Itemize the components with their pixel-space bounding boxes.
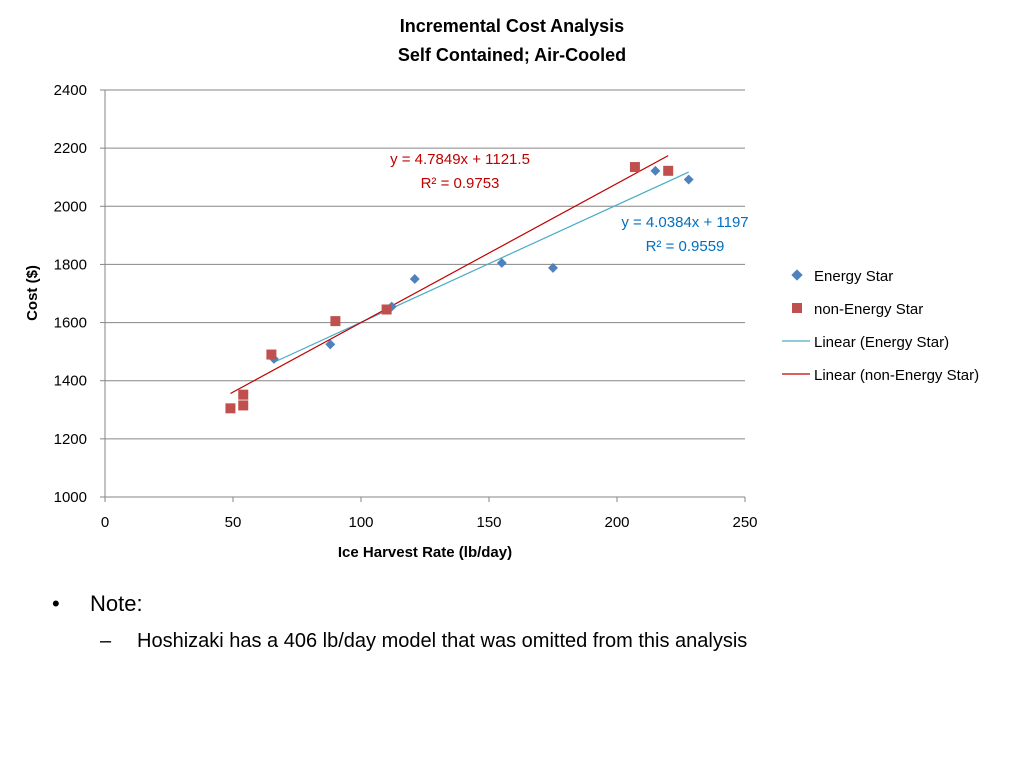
y-tick-label: 2000 [54, 198, 87, 215]
trendlines [230, 155, 689, 395]
y-tick-label: 1200 [54, 431, 87, 448]
chart-title-line-2: Self Contained; Air-Cooled [398, 45, 626, 65]
non-energy-star-point [238, 389, 249, 400]
bullet-icon: • [52, 591, 60, 616]
chart-title-line-1: Incremental Cost Analysis [400, 16, 624, 36]
non-energy-star-point [266, 349, 277, 360]
energy-star-point [650, 165, 661, 176]
energy-star-point [325, 339, 336, 350]
note-bullet: • Note: [52, 591, 143, 617]
legend: Energy Star non-Energy Star Linear (Ener… [782, 268, 979, 384]
trendline [273, 171, 689, 363]
note-sub-bullet: – Hoshizaki has a 406 lb/day model that w… [100, 630, 747, 653]
x-axis-label: Ice Harvest Rate (lb/day) [338, 544, 512, 561]
y-axis-label: Cost ($) [24, 265, 41, 321]
y-tick-label: 1400 [54, 373, 87, 390]
legend-label-linear-energy-star: Linear (Energy Star) [814, 334, 949, 351]
legend-item-linear-non-energy-star: Linear (non-Energy Star) [782, 367, 979, 384]
note-text: Hoshizaki has a 406 lb/day model that wa… [137, 630, 748, 652]
data-points [225, 162, 694, 414]
y-tick-label: 1800 [54, 256, 87, 273]
y-tick-label: 2200 [54, 140, 87, 157]
legend-item-linear-energy-star: Linear (Energy Star) [782, 334, 949, 351]
gridlines [105, 89, 745, 440]
x-tick-label: 200 [604, 514, 629, 531]
trend-equation-energy-star: y = 4.0384x + 1197 [621, 214, 748, 231]
trend-r2-non-energy-star: R² = 0.9753 [421, 175, 500, 192]
non-energy-star-point [238, 400, 249, 411]
non-energy-star-point [629, 162, 640, 173]
non-energy-star-point [225, 403, 236, 414]
x-tick-label: 250 [732, 514, 757, 531]
legend-square-icon [792, 303, 802, 313]
note-heading: Note: [90, 591, 143, 616]
non-energy-star-point [663, 165, 674, 176]
non-energy-star-point [381, 304, 392, 315]
energy-star-point [683, 174, 694, 185]
chart: Incremental Cost Analysis Self Contained… [24, 16, 979, 561]
legend-diamond-icon [791, 269, 803, 281]
x-tick-label: 50 [225, 514, 242, 531]
energy-star-point [548, 262, 558, 273]
y-tick-label: 1600 [54, 315, 87, 332]
x-tick-label: 0 [101, 514, 109, 531]
energy-star-point [409, 274, 420, 284]
trend-r2-energy-star: R² = 0.9559 [646, 238, 725, 255]
legend-label-non-energy-star: non-Energy Star [814, 301, 923, 318]
y-tick-label: 2400 [54, 82, 87, 99]
non-energy-star-point [330, 316, 341, 327]
trend-equation-non-energy-star: y = 4.7849x + 1121.5 [390, 151, 530, 168]
legend-item-non-energy-star: non-Energy Star [792, 301, 923, 318]
legend-label-linear-non-energy-star: Linear (non-Energy Star) [814, 367, 979, 384]
trendline [230, 155, 669, 395]
tick-labels: 1000 1200 1400 1600 1800 2000 2200 2400 0 50 100 15… [54, 82, 758, 531]
axes [100, 89, 746, 502]
dash-icon: – [100, 630, 112, 652]
x-tick-label: 100 [348, 514, 373, 531]
y-tick-label: 1000 [54, 489, 87, 506]
energy-star-point [496, 258, 507, 268]
x-tick-label: 150 [476, 514, 501, 531]
legend-item-energy-star: Energy Star [791, 268, 893, 285]
legend-label-energy-star: Energy Star [814, 268, 893, 285]
